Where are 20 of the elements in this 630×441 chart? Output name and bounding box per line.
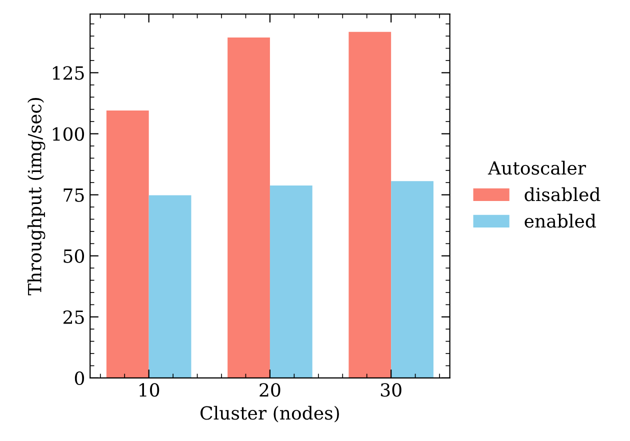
- y-tick-label: 25: [63, 310, 84, 324]
- legend-label: disabled: [524, 187, 600, 202]
- x-tick-label: 10: [140, 383, 160, 397]
- bar: [148, 195, 192, 378]
- x-axis-title: Cluster (nodes): [200, 406, 339, 422]
- y-tick-label: 100: [52, 127, 84, 141]
- x-tick-label: 30: [380, 383, 402, 397]
- bar: [348, 32, 392, 378]
- y-tick-label: 50: [64, 249, 84, 263]
- legend-label: enabled: [524, 214, 596, 228]
- y-axis-title: Throughput (img/sec): [27, 98, 46, 296]
- y-tick-label: 125: [52, 66, 84, 80]
- x-tick-label: 20: [260, 383, 280, 397]
- y-tick-label: 0: [74, 371, 84, 386]
- bar: [228, 38, 270, 378]
- bar: [391, 181, 434, 378]
- bar: [106, 110, 149, 378]
- legend-title: Autoscaler: [488, 160, 586, 175]
- bar: [270, 186, 312, 378]
- y-tick-label: 75: [64, 188, 84, 202]
